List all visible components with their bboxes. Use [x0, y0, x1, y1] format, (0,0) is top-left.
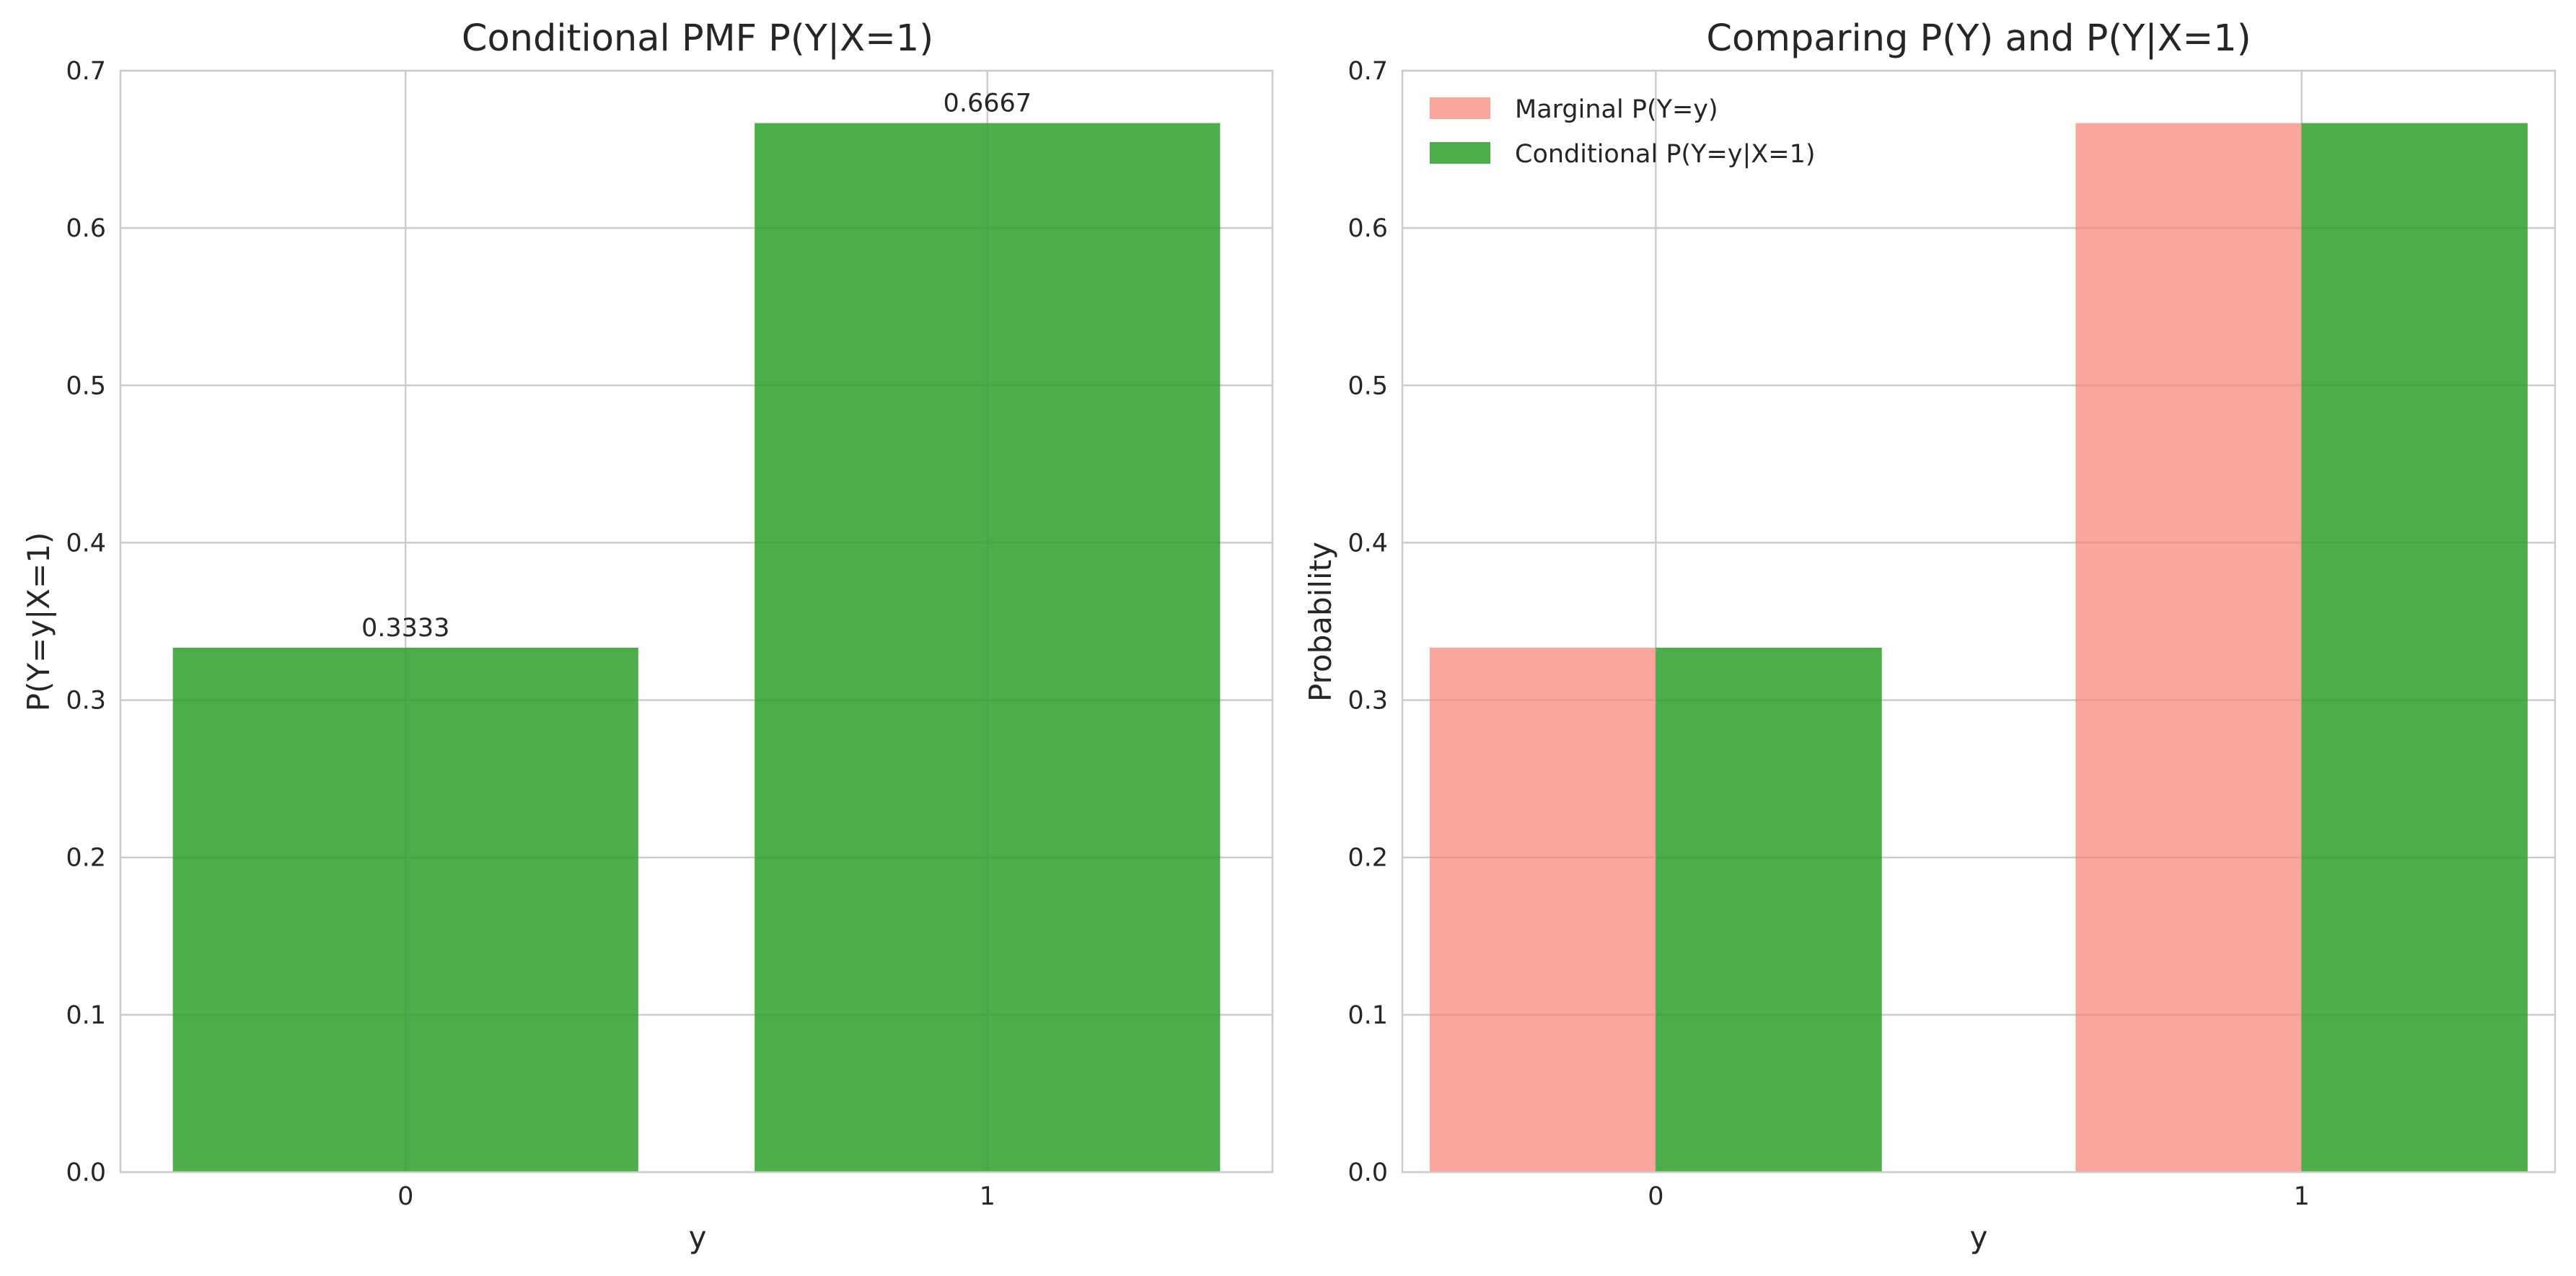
x-tick-label: 0: [1648, 1182, 1663, 1211]
y-tick-label: 0.0: [1348, 1158, 1388, 1187]
y-tick-label: 0.4: [1348, 529, 1388, 558]
chart-conditional-pmf: Conditional PMF P(Y|X=1) 0.3333 0.6667 0.…: [21, 17, 1274, 1255]
chart-comparison: Comparing P(Y) and P(Y|X=1) 0.0 0.1 0.2 0.3…: [1303, 17, 2557, 1255]
y-tick-label: 0.7: [1348, 57, 1388, 86]
legend-label: Marginal P(Y=y): [1515, 95, 1718, 124]
x-axis-label: y: [1970, 1220, 1988, 1255]
y-tick-label: 0.4: [66, 529, 106, 558]
y-tick-label: 0.5: [1348, 371, 1388, 400]
y-tick-labels: 0.0 0.1 0.2 0.3 0.4 0.5 0.6 0.7: [1348, 57, 1388, 1187]
x-axis-label: y: [689, 1220, 707, 1255]
chart-title: Comparing P(Y) and P(Y|X=1): [1706, 17, 2251, 60]
x-tick-label: 1: [2293, 1182, 2309, 1211]
y-tick-label: 0.2: [1348, 844, 1388, 873]
y-tick-labels: 0.0 0.1 0.2 0.3 0.4 0.5 0.6 0.7: [66, 57, 106, 1187]
data-label: 0.3333: [361, 614, 449, 643]
y-tick-label: 0.2: [66, 844, 106, 873]
y-axis-label: Probability: [1303, 542, 1338, 702]
plot-frame: [1401, 69, 2557, 1174]
y-axis-label: P(Y=y|X=1): [21, 532, 56, 712]
bar: [2301, 123, 2528, 1172]
x-tick-label: 0: [397, 1182, 413, 1211]
bars: [172, 123, 1221, 1172]
legend-swatch: [1430, 97, 1490, 119]
legend-label: Conditional P(Y=y|X=1): [1515, 140, 1816, 169]
bar: [755, 123, 1221, 1172]
legend: Marginal P(Y=y) Conditional P(Y=y|X=1): [1430, 95, 1816, 169]
y-tick-label: 0.7: [66, 57, 106, 86]
chart-title: Conditional PMF P(Y|X=1): [462, 17, 933, 60]
y-tick-label: 0.3: [1348, 687, 1388, 716]
legend-item-conditional: Conditional P(Y=y|X=1): [1430, 140, 1816, 169]
data-label: 0.6667: [944, 89, 1032, 118]
bar: [172, 647, 638, 1172]
y-tick-label: 0.1: [66, 1001, 106, 1030]
legend-swatch: [1430, 142, 1490, 164]
bar: [2075, 123, 2302, 1172]
y-tick-label: 0.1: [1348, 1001, 1388, 1030]
y-tick-label: 0.0: [66, 1158, 106, 1187]
legend-item-marginal: Marginal P(Y=y): [1430, 95, 1718, 124]
data-labels: 0.3333 0.6667: [361, 89, 1032, 643]
y-tick-label: 0.6: [66, 214, 106, 243]
plot-frame: [119, 69, 1274, 1174]
y-tick-label: 0.6: [1348, 214, 1388, 243]
bar: [1430, 647, 1656, 1172]
x-tick-label: 1: [980, 1182, 995, 1211]
bars: [1430, 123, 2528, 1172]
bar: [1656, 647, 1882, 1172]
y-tick-label: 0.3: [66, 687, 106, 716]
y-tick-label: 0.5: [66, 371, 106, 400]
